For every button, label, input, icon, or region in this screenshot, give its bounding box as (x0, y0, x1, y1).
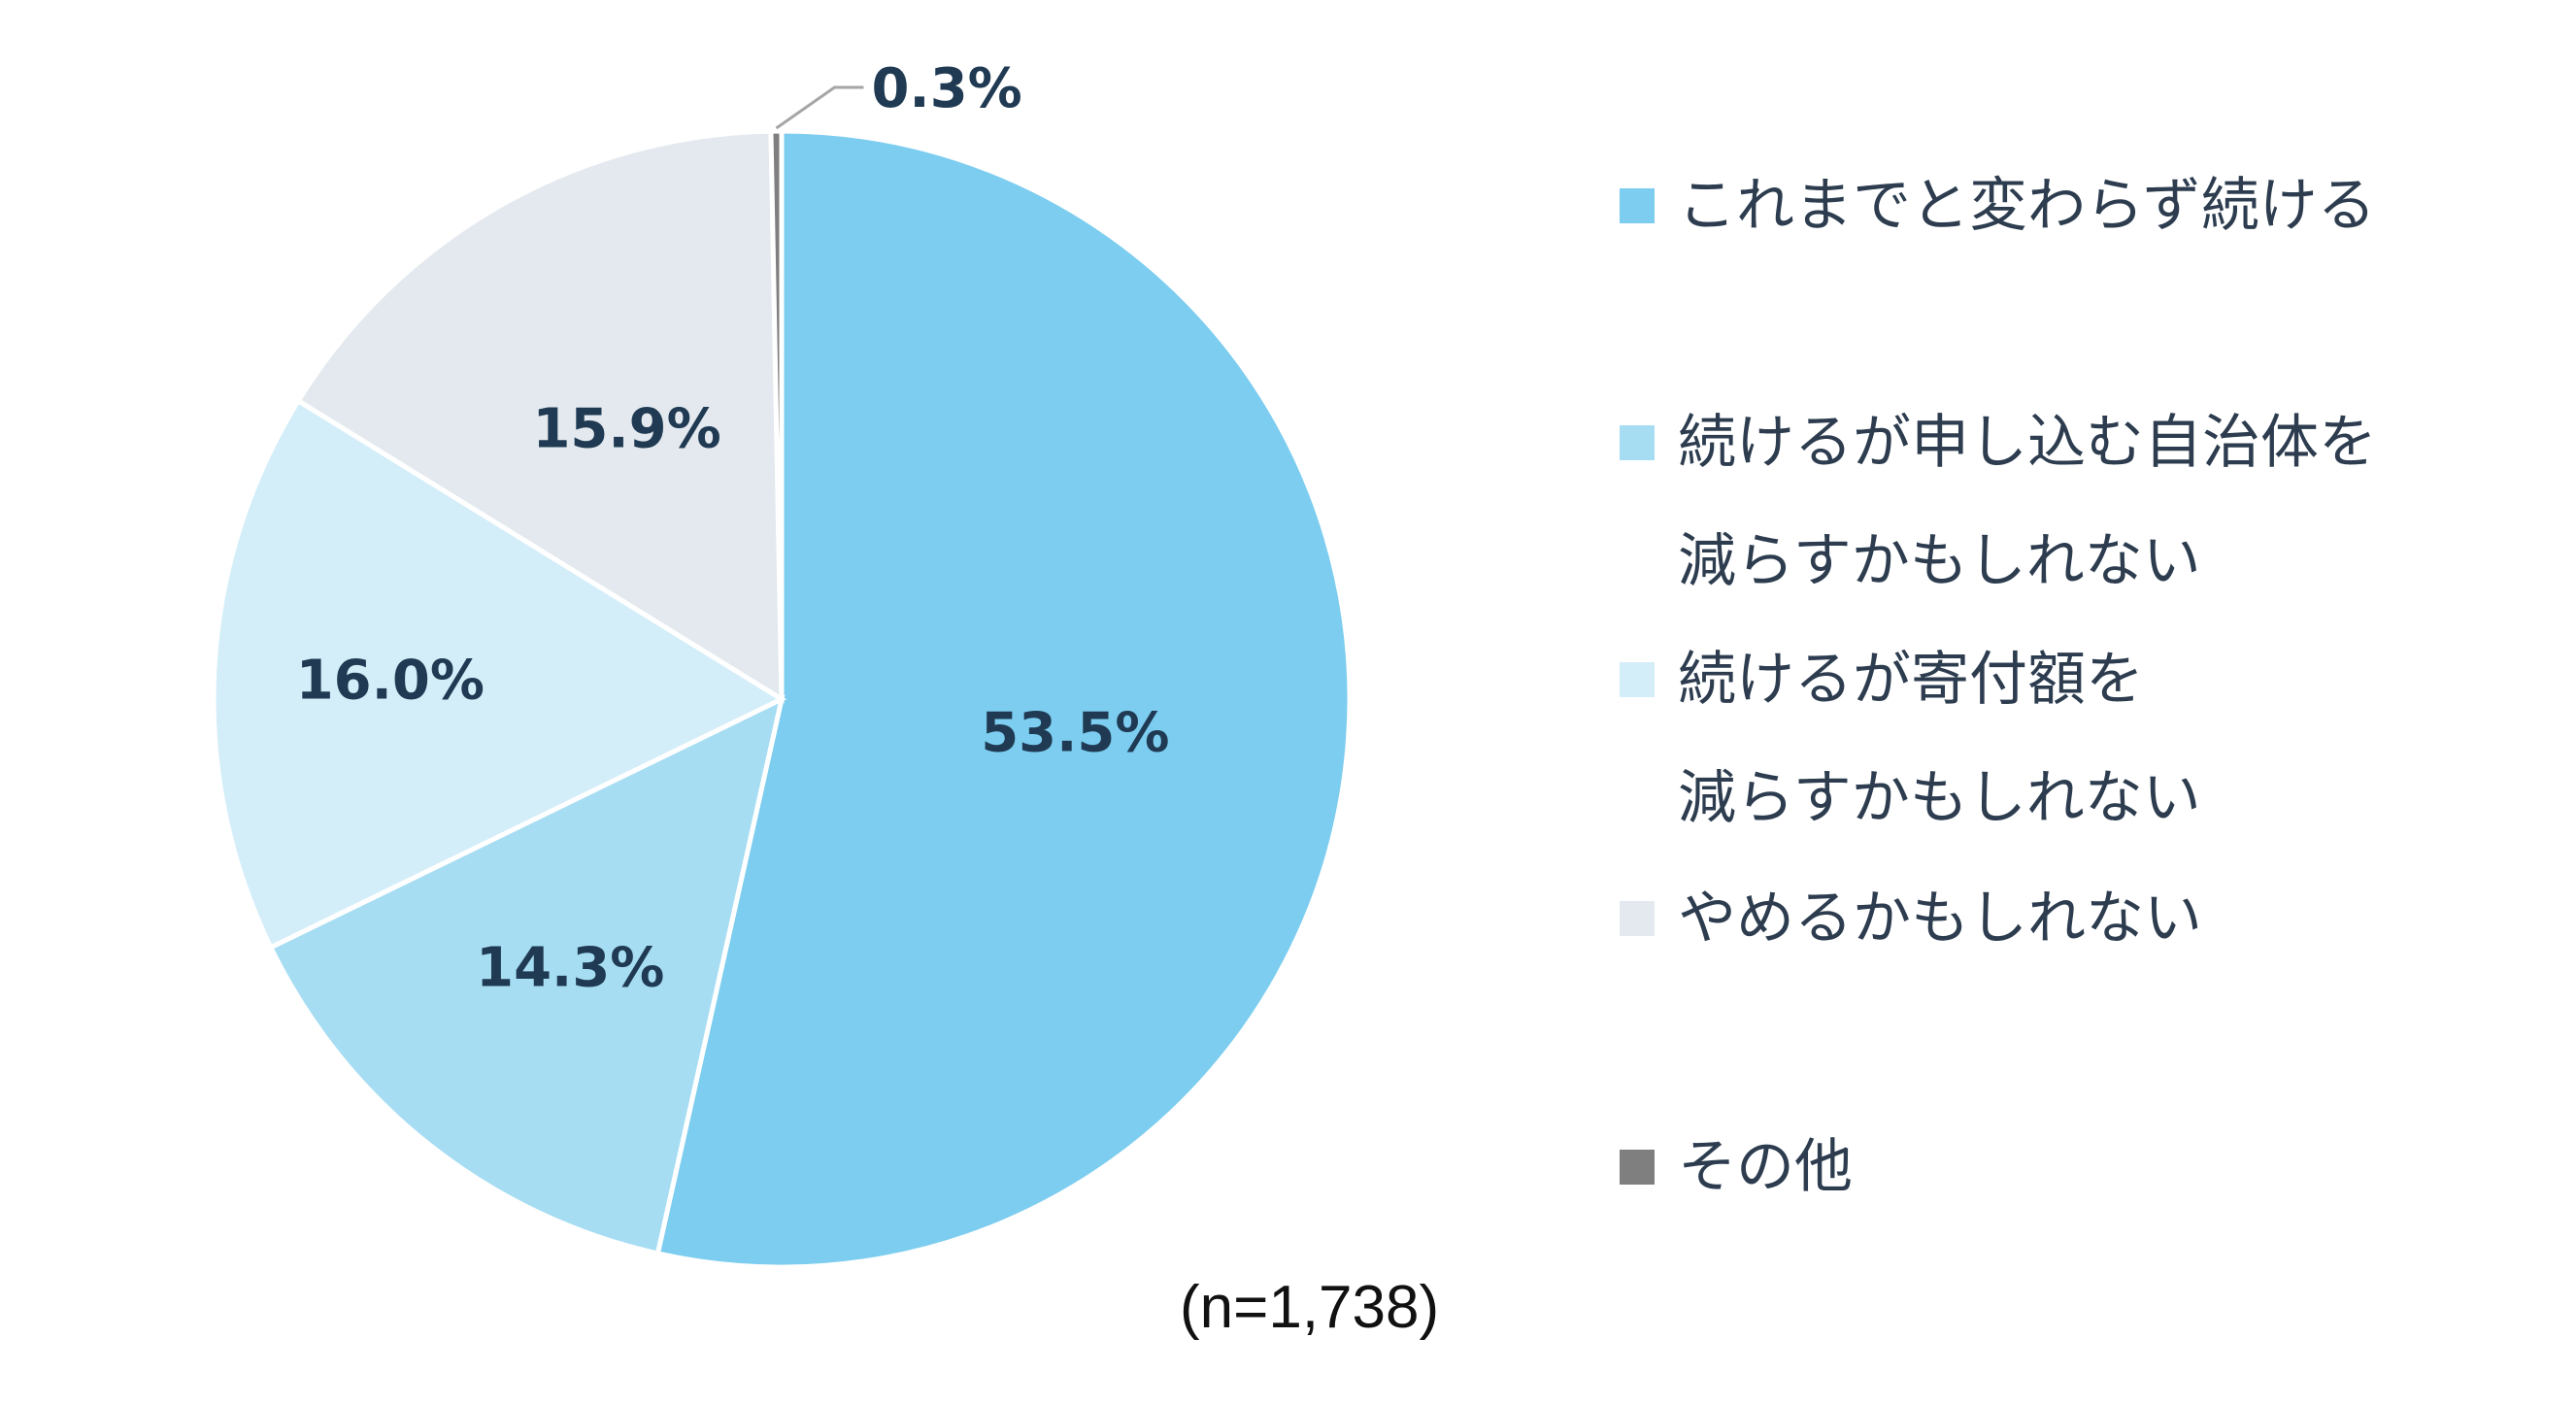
pie-slices (211, 128, 1353, 1270)
leader-line-5 (775, 85, 864, 130)
legend-label-5: その他 (1678, 1133, 1853, 1201)
legend-swatch-3 (1620, 662, 1655, 697)
legend-label-2-line-1: 続けるが申し込む自治体を (1678, 409, 2377, 477)
pie-slice-4 (294, 128, 785, 704)
legend-swatch-1 (1620, 188, 1655, 223)
legend-label-4: やめるかもしれない (1678, 885, 2202, 953)
data-label-1: 53.5% (981, 701, 1169, 764)
sample-size-note: (n=1,738) (1180, 1274, 1439, 1341)
legend-label-2: 続けるが申し込む自治体を減らすかもしれない (1678, 409, 2377, 595)
legend-swatch-2 (1620, 425, 1655, 460)
legend-swatch-4 (1620, 901, 1655, 936)
legend-label-3-line-2: 減らすかもしれない (1678, 764, 2201, 832)
data-label-5: 0.3% (871, 57, 1021, 120)
pie-slice-1 (654, 128, 1353, 1270)
pie-slice-5 (768, 128, 785, 700)
legend-label-3-line-1: 続けるが寄付額を (1678, 646, 2144, 714)
pie-slice-2 (267, 694, 786, 1256)
legend: これまでと変わらず続ける続けるが申し込む自治体を減らすかもしれない続けるが寄付額… (1620, 172, 2377, 1201)
legend-label-3: 続けるが寄付額を減らすかもしれない (1678, 646, 2201, 832)
legend-label-5-line-1: その他 (1678, 1133, 1853, 1201)
legend-label-4-line-1: やめるかもしれない (1678, 885, 2202, 953)
pie-slice-3 (211, 397, 787, 952)
legend-label-2-line-2: 減らすかもしれない (1678, 527, 2201, 595)
legend-label-1-line-1: これまでと変わらず続ける (1678, 172, 2376, 240)
data-label-4: 15.9% (532, 398, 720, 461)
legend-label-1: これまでと変わらず続ける (1678, 172, 2376, 240)
data-label-3: 16.0% (296, 650, 485, 713)
legend-swatch-5 (1620, 1150, 1655, 1185)
pie-data-labels: 53.5% 14.3% 16.0% 15.9% 0.3% (296, 57, 1170, 999)
data-label-2: 14.3% (476, 936, 664, 999)
